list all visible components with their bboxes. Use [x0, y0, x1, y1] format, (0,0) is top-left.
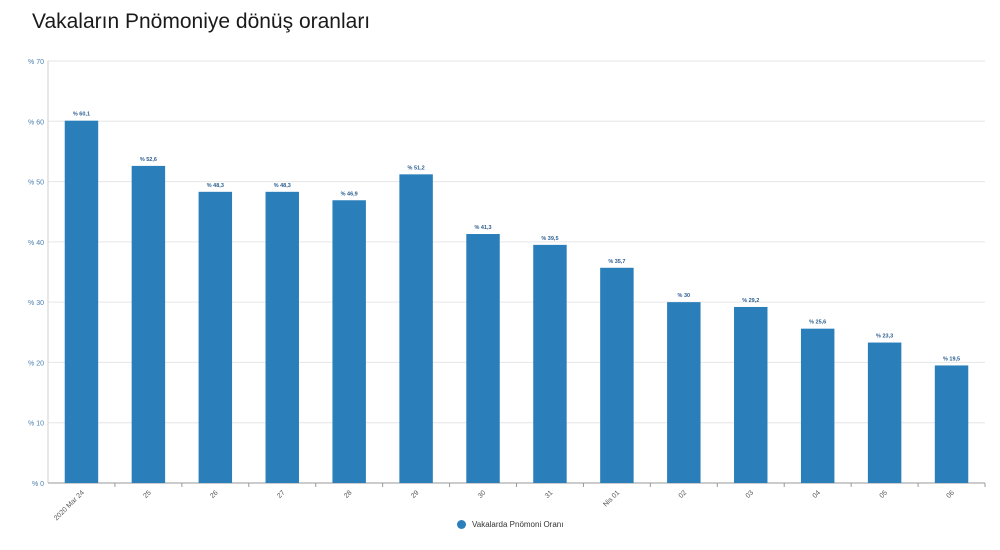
legend-label: Vakalarda Pnömoni Oranı — [472, 520, 564, 529]
bar[interactable] — [265, 191, 299, 483]
x-tick-label: 2020 Mar 24 — [53, 489, 86, 522]
x-tick-label: 25 — [142, 489, 153, 500]
data-label: % 39,5 — [541, 236, 558, 242]
y-tick-label: % 0 — [32, 481, 44, 488]
bar[interactable] — [198, 191, 233, 483]
legend[interactable]: Vakalarda Pnömoni Oranı — [457, 520, 563, 529]
bar[interactable] — [466, 234, 500, 483]
y-tick-label: % 20 — [28, 360, 44, 367]
bar[interactable] — [934, 365, 969, 483]
data-label: % 41,3 — [474, 225, 491, 231]
x-tick-label: 30 — [477, 489, 488, 500]
x-tick-label: 28 — [343, 489, 354, 500]
bar[interactable] — [600, 267, 634, 483]
bar[interactable] — [131, 165, 166, 483]
chart-title: Vakaların Pnömoniye dönüş oranları — [32, 10, 371, 33]
bar[interactable] — [399, 174, 433, 483]
x-tick-label: 27 — [276, 489, 287, 500]
x-tick-label: 04 — [812, 489, 823, 500]
bar[interactable] — [734, 306, 768, 483]
x-tick-label: 02 — [678, 489, 689, 500]
data-label: % 51,2 — [408, 165, 425, 171]
y-tick-label: % 50 — [28, 180, 44, 187]
bar[interactable] — [667, 302, 701, 483]
data-label: % 48,3 — [274, 183, 291, 189]
x-tick-label: 31 — [544, 489, 555, 500]
x-tick-label: 03 — [745, 489, 756, 500]
legend-marker — [457, 520, 466, 529]
y-tick-label: % 60 — [28, 119, 44, 126]
y-tick-label: % 30 — [28, 300, 44, 307]
y-tick-label: % 10 — [28, 421, 44, 428]
data-label: % 60,1 — [73, 112, 90, 118]
y-tick-label: % 70 — [28, 59, 44, 66]
data-label: % 19,5 — [943, 356, 960, 362]
data-label: % 25,6 — [809, 320, 826, 326]
data-label: % 30 — [678, 293, 691, 299]
x-tick-label: 29 — [410, 489, 421, 500]
bar[interactable] — [800, 328, 835, 483]
data-label: % 48,3 — [207, 183, 224, 189]
bar[interactable] — [332, 200, 366, 483]
bar[interactable] — [867, 342, 902, 483]
x-tick-label: 26 — [209, 489, 220, 500]
x-tick-label: Nis 01 — [602, 489, 621, 508]
data-label: % 29,2 — [742, 298, 759, 304]
x-tick-label: 05 — [879, 489, 890, 500]
bar[interactable] — [533, 244, 567, 483]
data-label: % 35,7 — [608, 259, 625, 265]
data-label: % 46,9 — [341, 191, 358, 197]
bar[interactable] — [64, 120, 99, 483]
data-label: % 23,3 — [876, 334, 893, 340]
y-tick-label: % 40 — [28, 240, 44, 247]
x-tick-label: 06 — [945, 489, 956, 500]
data-label: % 52,6 — [140, 157, 157, 163]
